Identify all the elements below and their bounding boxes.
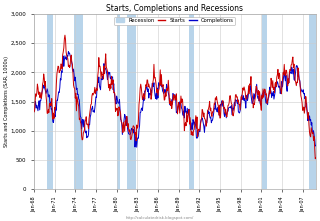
Bar <box>262 14 267 189</box>
Bar <box>309 14 319 189</box>
Bar <box>127 14 136 189</box>
Bar <box>47 14 53 189</box>
Bar <box>116 14 120 189</box>
Title: Starts, Completions and Recessions: Starts, Completions and Recessions <box>106 4 244 13</box>
Bar <box>189 14 194 189</box>
Bar <box>74 14 83 189</box>
Text: http://calculatedrisk.blogspot.com/: http://calculatedrisk.blogspot.com/ <box>126 216 194 220</box>
Y-axis label: Starts and Completions (SAR, 1000s): Starts and Completions (SAR, 1000s) <box>4 56 9 147</box>
Legend: Recession, Starts, Completions: Recession, Starts, Completions <box>114 17 236 25</box>
